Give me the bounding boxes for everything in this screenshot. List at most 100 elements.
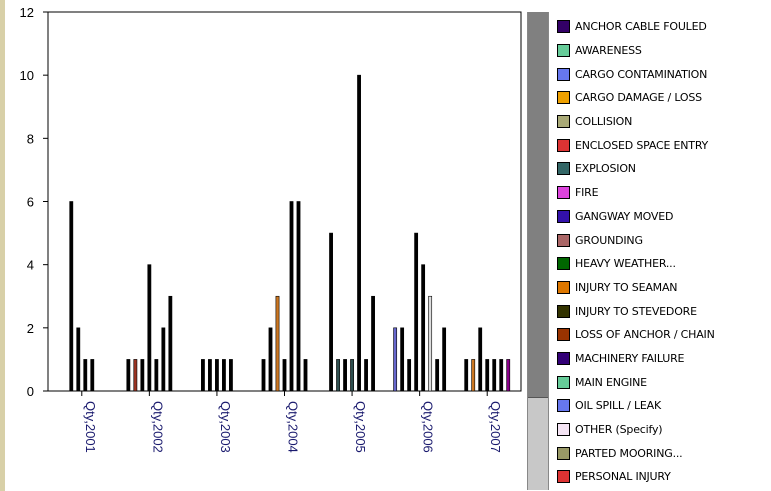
- bar[interactable]: [296, 201, 301, 392]
- legend-swatch: [557, 423, 570, 437]
- bar[interactable]: [201, 359, 205, 392]
- legend-label: COLLISION: [575, 115, 633, 129]
- bar[interactable]: [268, 327, 273, 392]
- x-tick-label: Qty,2006: [421, 401, 436, 453]
- bar[interactable]: [414, 232, 419, 392]
- bar[interactable]: [499, 359, 504, 392]
- bar[interactable]: [168, 295, 173, 392]
- x-tick-label: Qty,2001: [83, 401, 98, 453]
- legend-swatch: [557, 67, 570, 81]
- legend-label: CARGO CONTAMINATION: [575, 67, 708, 81]
- bar[interactable]: [161, 327, 166, 392]
- bar[interactable]: [350, 359, 354, 392]
- bar[interactable]: [154, 359, 159, 392]
- bar[interactable]: [492, 359, 497, 392]
- bar[interactable]: [147, 264, 152, 392]
- x-tick-label: Qty,2003: [218, 401, 233, 453]
- legend-label: CARGO DAMAGE / LOSS: [575, 91, 702, 105]
- legend-swatch: [557, 399, 570, 413]
- axis-labels: 0 2 4 6 8 10 12 Qty,2001 Qty,2002 Qty,2003 Qty,200…: [20, 5, 504, 453]
- bar[interactable]: [506, 359, 511, 392]
- legend-swatch: [557, 186, 570, 200]
- legend-swatch: [557, 115, 570, 129]
- legend-label: FIRE: [575, 186, 599, 200]
- bar[interactable]: [364, 359, 368, 392]
- bar[interactable]: [428, 295, 433, 392]
- legend-item[interactable]: CARGO CONTAMINATION: [557, 62, 771, 86]
- x-tick-label: Qty,2005: [353, 401, 368, 453]
- bar[interactable]: [357, 74, 361, 392]
- bar[interactable]: [222, 359, 226, 392]
- legend-item[interactable]: OIL SPILL / LEAK: [557, 394, 771, 418]
- legend-scrollbar[interactable]: [527, 12, 549, 490]
- legend-item[interactable]: ANCHOR CABLE FOULED: [557, 15, 771, 39]
- bar[interactable]: [229, 359, 233, 392]
- bar[interactable]: [282, 359, 287, 392]
- bar[interactable]: [371, 295, 375, 392]
- bar[interactable]: [126, 359, 131, 392]
- legend-swatch: [557, 91, 570, 105]
- legend-item[interactable]: MAIN ENGINE: [557, 370, 771, 394]
- legend-swatch: [557, 20, 570, 34]
- bar[interactable]: [336, 359, 340, 392]
- legend-swatch: [557, 162, 570, 176]
- legend-item[interactable]: COLLISION: [557, 110, 771, 134]
- window-frame-edge: [0, 0, 5, 491]
- bar[interactable]: [464, 359, 469, 392]
- y-tick-label: 6: [27, 195, 34, 210]
- legend-item[interactable]: OTHER (Specify): [557, 418, 771, 442]
- legend-item[interactable]: PARTED MOORING...: [557, 441, 771, 465]
- legend-label: GROUNDING: [575, 233, 643, 247]
- bar[interactable]: [471, 359, 476, 392]
- bar[interactable]: [83, 359, 88, 392]
- bar[interactable]: [435, 359, 440, 392]
- bar[interactable]: [407, 359, 412, 392]
- bar[interactable]: [76, 327, 81, 392]
- legend-item[interactable]: HEAVY WEATHER...: [557, 252, 771, 276]
- x-tick-label: Qty,2004: [286, 401, 301, 453]
- bar[interactable]: [133, 359, 138, 392]
- legend-item[interactable]: INJURY TO SEAMAN: [557, 276, 771, 300]
- bar[interactable]: [261, 359, 266, 392]
- legend-label: LOSS OF ANCHOR / CHAIN: [575, 328, 715, 342]
- y-tick-label: 12: [20, 5, 34, 20]
- legend-item[interactable]: LOSS OF ANCHOR / CHAIN: [557, 323, 771, 347]
- bar[interactable]: [485, 359, 490, 392]
- legend-item[interactable]: AWARENESS: [557, 39, 771, 63]
- chart-plot: 0 2 4 6 8 10 12 Qty,2001 Qty,2002 Qty,2003 Qty,200…: [20, 5, 522, 453]
- bar[interactable]: [400, 327, 405, 392]
- bar[interactable]: [442, 327, 447, 392]
- bar[interactable]: [208, 359, 212, 392]
- bar[interactable]: [303, 359, 308, 392]
- legend-label: GANGWAY MOVED: [575, 209, 674, 223]
- legend-label: AWARENESS: [575, 44, 642, 58]
- bar[interactable]: [69, 201, 74, 392]
- bar[interactable]: [393, 327, 398, 392]
- legend-item[interactable]: EXPLOSION: [557, 157, 771, 181]
- scrollbar-thumb[interactable]: [528, 12, 548, 398]
- bar[interactable]: [140, 359, 145, 392]
- legend-item[interactable]: INJURY TO STEVEDORE: [557, 299, 771, 323]
- legend-label: OIL SPILL / LEAK: [575, 399, 661, 413]
- bar[interactable]: [215, 359, 219, 392]
- legend-item[interactable]: ENCLOSED SPACE ENTRY: [557, 133, 771, 157]
- bar[interactable]: [478, 327, 483, 392]
- legend-item[interactable]: CARGO DAMAGE / LOSS: [557, 86, 771, 110]
- bar[interactable]: [343, 359, 347, 392]
- legend-item[interactable]: GROUNDING: [557, 228, 771, 252]
- legend-item[interactable]: GANGWAY MOVED: [557, 205, 771, 229]
- x-tick-label: Qty,2002: [150, 401, 165, 453]
- legend-item[interactable]: FIRE: [557, 181, 771, 205]
- legend-swatch: [557, 328, 570, 342]
- y-tick-label: 2: [27, 321, 34, 336]
- legend-item[interactable]: MACHINERY FAILURE: [557, 347, 771, 371]
- bar[interactable]: [289, 201, 294, 392]
- legend-item[interactable]: PERSONAL INJURY: [557, 465, 771, 489]
- bar[interactable]: [275, 295, 280, 392]
- bar[interactable]: [329, 232, 333, 392]
- legend: ANCHOR CABLE FOULED AWARENESS CARGO CONTAM…: [557, 15, 771, 489]
- bar[interactable]: [421, 264, 426, 392]
- bar[interactable]: [90, 359, 95, 392]
- x-tick-label: Qty,2007: [488, 401, 503, 453]
- legend-swatch: [557, 257, 570, 271]
